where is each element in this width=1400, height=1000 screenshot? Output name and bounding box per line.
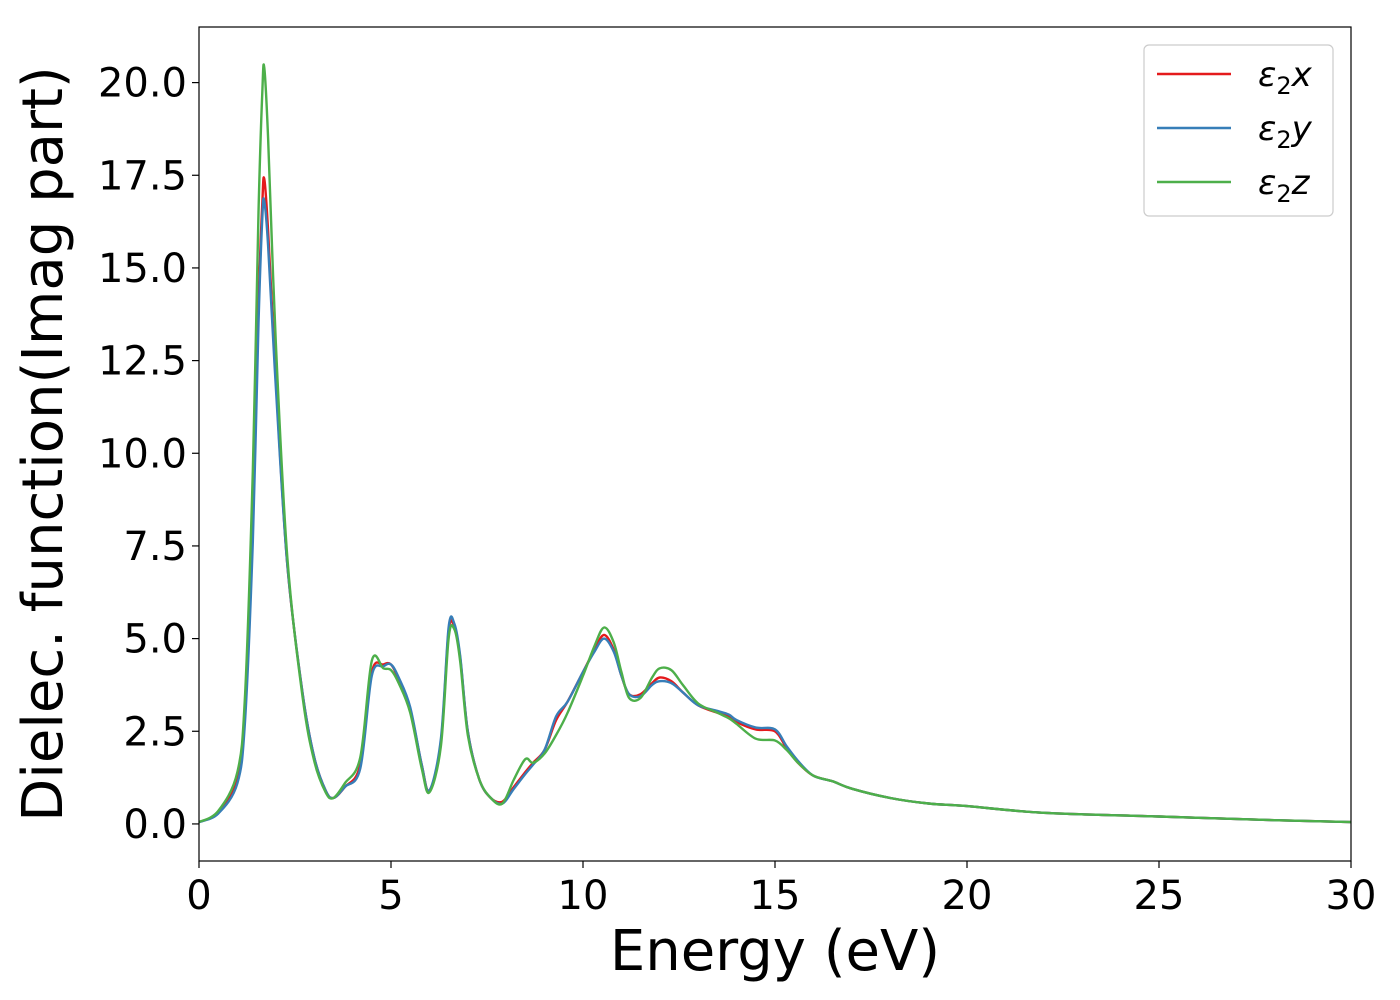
y-tick-label: 20.0 bbox=[98, 61, 187, 107]
x-axis-label: Energy (eV) bbox=[610, 919, 940, 984]
legend: ε2x ε2y ε2z bbox=[1143, 44, 1334, 217]
legend-label-x: ε2x bbox=[1258, 55, 1313, 100]
legend-items: ε2x ε2y ε2z bbox=[1157, 55, 1313, 208]
x-tick-label: 10 bbox=[558, 873, 609, 919]
x-axis-ticks: 0 5 10 15 20 25 30 bbox=[186, 861, 1376, 919]
y-tick-label: 0.0 bbox=[123, 802, 187, 848]
x-tick-label: 5 bbox=[378, 873, 403, 919]
x-tick-label: 0 bbox=[186, 873, 211, 919]
series-line-y bbox=[198, 197, 1352, 824]
y-tick-label: 15.0 bbox=[98, 246, 187, 292]
y-tick-label: 5.0 bbox=[123, 617, 187, 663]
legend-label-y: ε2y bbox=[1258, 109, 1313, 154]
y-tick-label: 12.5 bbox=[98, 339, 187, 385]
y-tick-label: 10.0 bbox=[98, 431, 187, 477]
y-axis-label: Dielec. function(Imag part) bbox=[11, 66, 76, 822]
y-tick-label: 7.5 bbox=[123, 524, 187, 570]
x-tick-label: 15 bbox=[750, 873, 801, 919]
x-tick-label: 20 bbox=[942, 873, 993, 919]
legend-label-z: ε2z bbox=[1258, 163, 1311, 208]
x-tick-label: 30 bbox=[1326, 873, 1377, 919]
series-line-z bbox=[198, 63, 1352, 824]
y-tick-label: 2.5 bbox=[123, 709, 187, 755]
x-tick-label: 25 bbox=[1134, 873, 1185, 919]
legend-frame bbox=[1143, 44, 1334, 217]
y-tick-label: 17.5 bbox=[98, 153, 187, 199]
series-layer bbox=[198, 63, 1352, 824]
y-axis-ticks: 0.0 2.5 5.0 7.5 10.0 12.5 15.0 17.5 20.0 bbox=[98, 61, 199, 848]
